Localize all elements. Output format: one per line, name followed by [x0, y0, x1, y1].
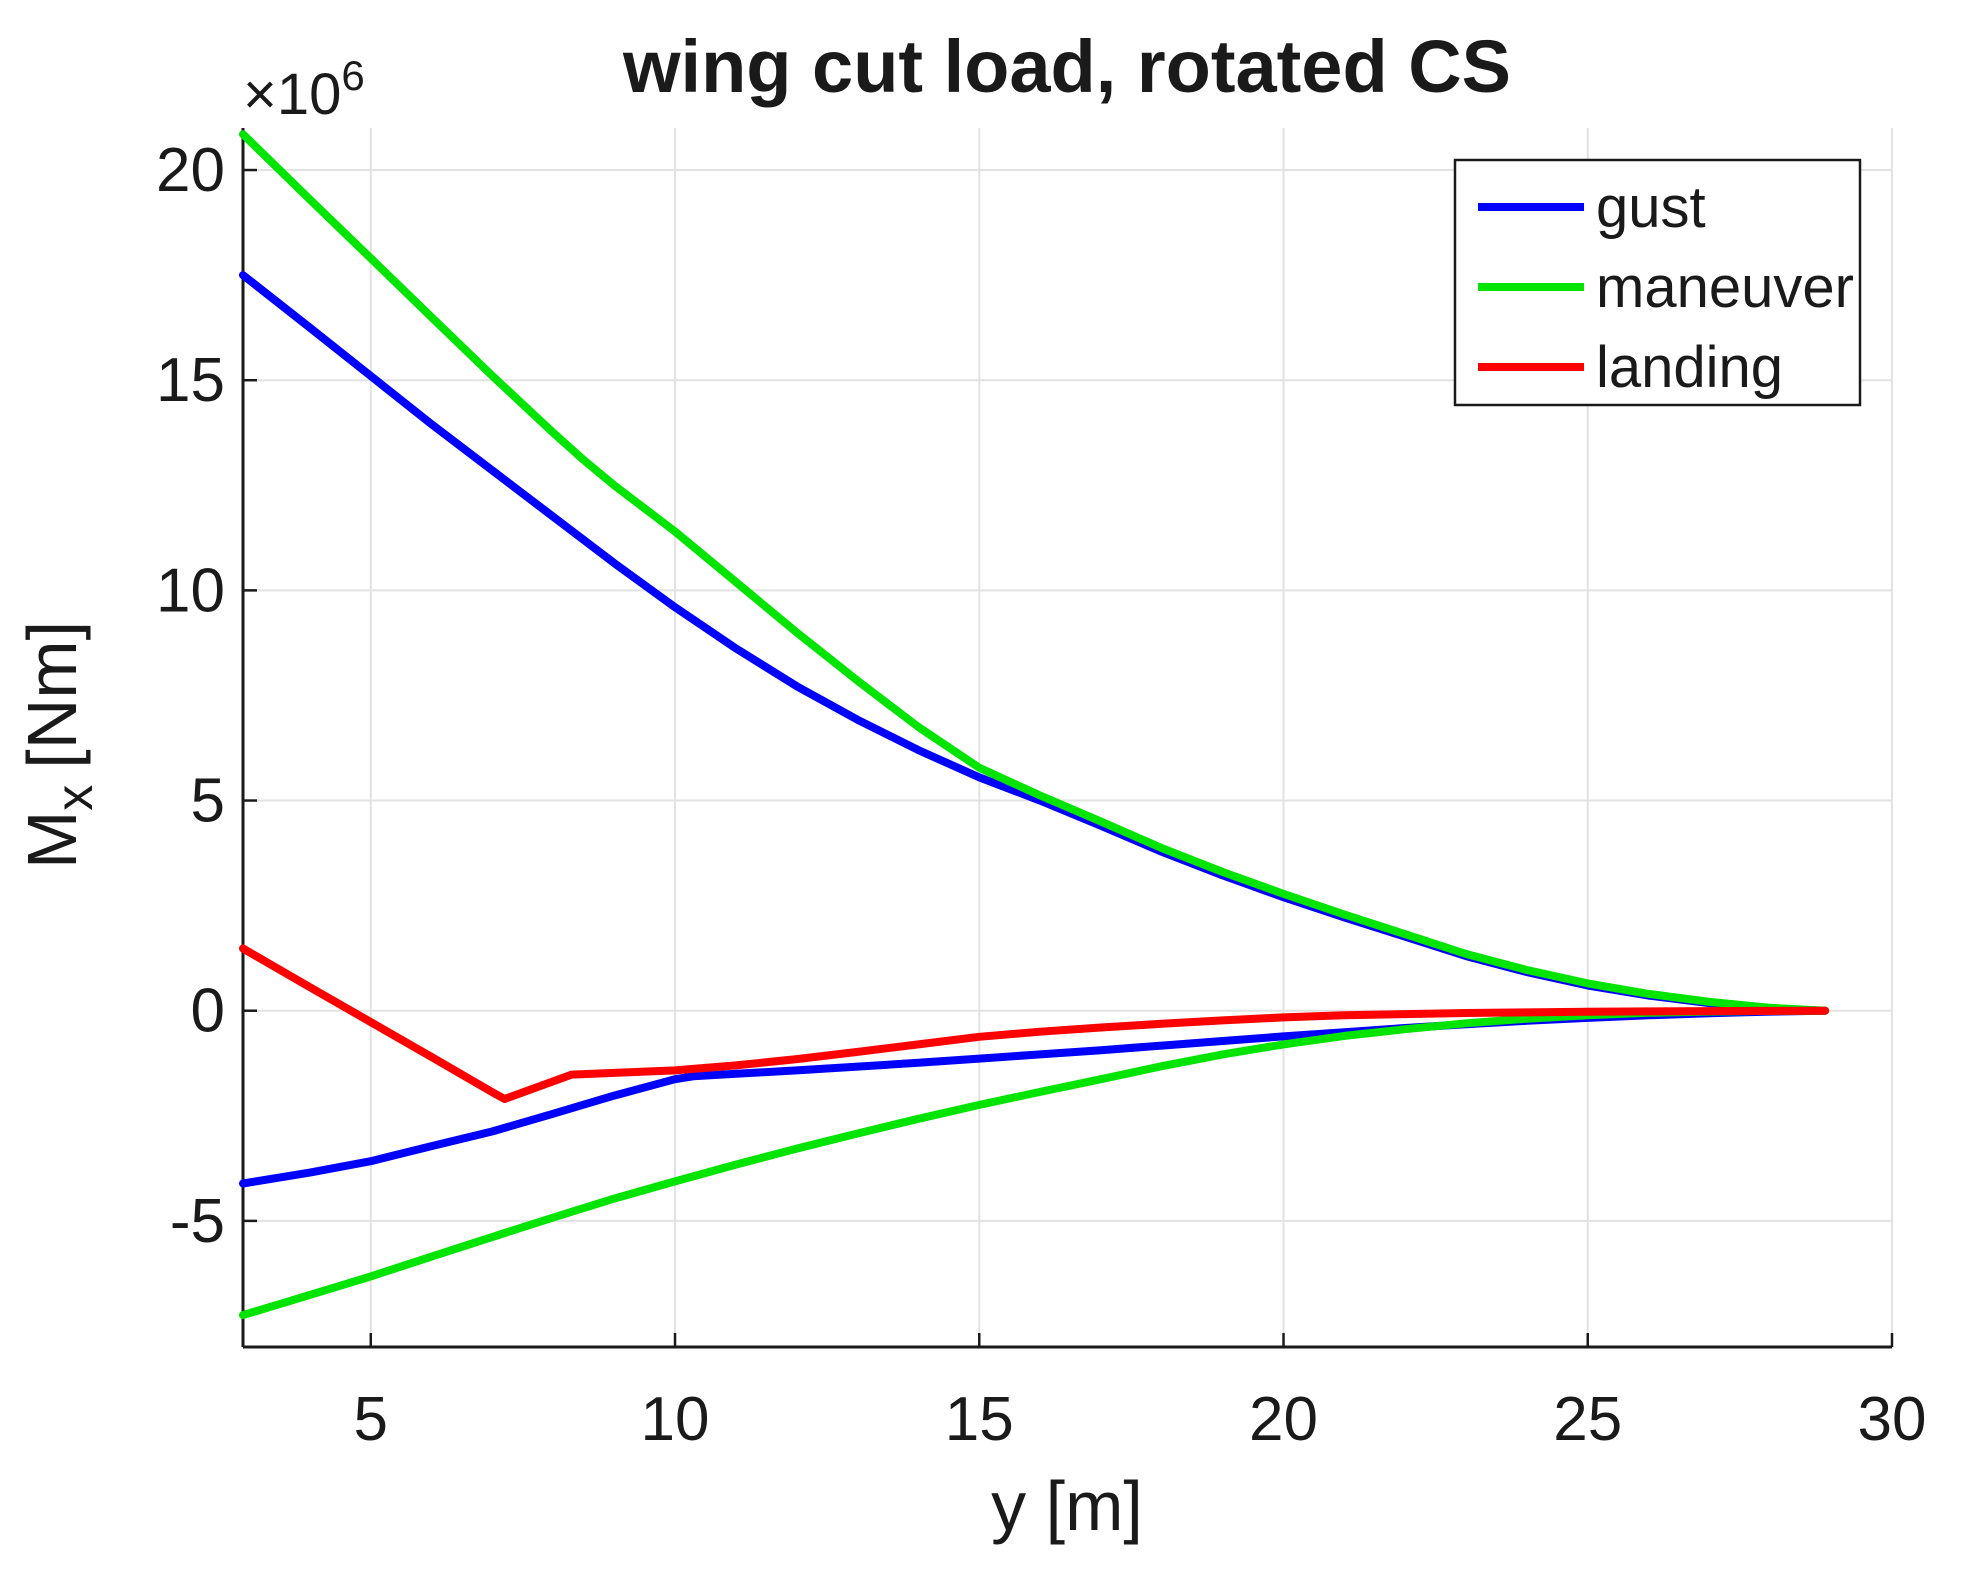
x-tick-label: 10 — [641, 1385, 710, 1454]
series-line-maneuver-upper — [239, 130, 1830, 1015]
chart-title: wing cut load, rotated CS — [622, 25, 1511, 108]
legend[interactable]: gust maneuver landing — [1453, 158, 1862, 407]
y-tick-label: 20 — [156, 136, 225, 205]
y-axis-label: Mx[Nm] — [13, 621, 104, 869]
y-axis-exponent: ×106 — [243, 52, 365, 127]
legend-rows: gust maneuver landing — [1478, 175, 1854, 400]
x-tick-labels: 5 10 15 20 25 30 — [354, 1385, 1927, 1454]
series-line-landing-envelope — [239, 944, 1830, 1103]
x-tick-label: 30 — [1858, 1385, 1927, 1454]
x-tick-label: 25 — [1553, 1385, 1622, 1454]
y-tick-label: 5 — [191, 767, 225, 836]
x-tick-label: 5 — [354, 1385, 388, 1454]
x-tick-label: 15 — [945, 1385, 1014, 1454]
series-lines — [239, 130, 1830, 1320]
y-tick-label: 15 — [156, 346, 225, 415]
legend-label-landing: landing — [1596, 335, 1783, 400]
x-tick-label: 20 — [1249, 1385, 1318, 1454]
legend-label-maneuver: maneuver — [1596, 255, 1854, 320]
series-line-maneuver-lower — [239, 1006, 1830, 1320]
x-axis-label: y [m] — [991, 1467, 1143, 1545]
y-tick-label: -5 — [170, 1187, 225, 1256]
axes — [241, 128, 1892, 1349]
y-tick-label: 10 — [156, 556, 225, 625]
legend-label-gust: gust — [1596, 175, 1706, 240]
tick-marks — [243, 168, 1894, 1347]
y-tick-labels: 20 15 10 5 0 -5 — [156, 136, 225, 1256]
gridlines — [243, 128, 1893, 1347]
y-tick-label: 0 — [191, 977, 225, 1046]
